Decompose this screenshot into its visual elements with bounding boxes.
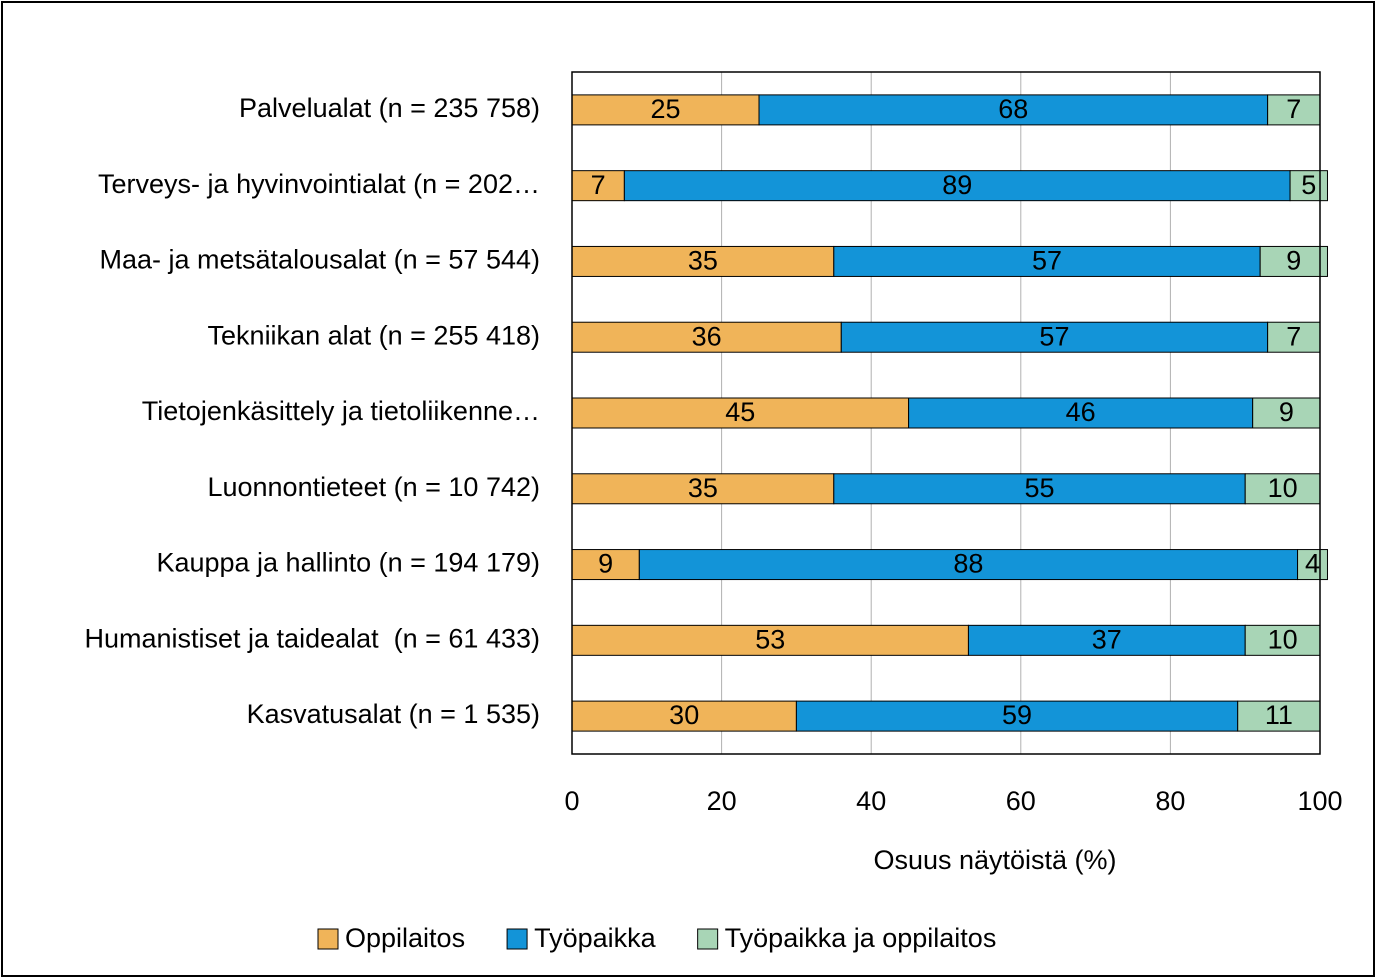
x-tick-label: 100 bbox=[1297, 786, 1342, 816]
bar-segment bbox=[1267, 94, 1321, 126]
bar-segment bbox=[571, 624, 969, 656]
bar-segment bbox=[571, 321, 842, 353]
y-tick-label: Terveys- ja hyvinvointialat (n = 202… bbox=[98, 169, 540, 199]
y-tick-label: Kasvatusalat (n = 1 535) bbox=[247, 699, 540, 729]
data-label: 55 bbox=[1024, 473, 1054, 503]
legend-label: Oppilaitos bbox=[345, 923, 465, 953]
data-label: 59 bbox=[1002, 700, 1032, 730]
bar-segment bbox=[758, 94, 1269, 126]
legend-label: Työpaikka bbox=[534, 923, 657, 953]
x-tick-label: 60 bbox=[1006, 786, 1036, 816]
bar-segment bbox=[833, 473, 1246, 505]
bar-segment bbox=[967, 624, 1246, 656]
bar-segment bbox=[1289, 170, 1328, 202]
data-label: 68 bbox=[998, 94, 1028, 124]
data-label: 53 bbox=[755, 624, 785, 654]
x-tick-label: 80 bbox=[1155, 786, 1185, 816]
y-tick-label: Tietojenkäsittely ja tietoliikenne… bbox=[142, 396, 540, 426]
data-label: 11 bbox=[1265, 700, 1293, 730]
bar-segment bbox=[571, 245, 835, 277]
y-tick-label: Kauppa ja hallinto (n = 194 179) bbox=[156, 548, 540, 578]
data-label: 25 bbox=[650, 94, 680, 124]
bar-segment bbox=[1267, 321, 1321, 353]
bar-segment bbox=[795, 700, 1239, 732]
data-label: 57 bbox=[1032, 246, 1062, 276]
data-label: 89 bbox=[942, 170, 972, 200]
data-label: 9 bbox=[598, 549, 613, 579]
data-label: 88 bbox=[953, 549, 983, 579]
legend-swatch bbox=[506, 928, 528, 950]
data-label: 35 bbox=[688, 473, 718, 503]
data-label: 5 bbox=[1301, 170, 1316, 200]
x-tick-label: 0 bbox=[564, 786, 579, 816]
bar-segment bbox=[1237, 700, 1321, 732]
y-tick-label: Tekniikan alat (n = 255 418) bbox=[208, 320, 540, 350]
bar-segment bbox=[1252, 397, 1321, 429]
data-label: 9 bbox=[1279, 397, 1294, 427]
x-tick-label: 40 bbox=[856, 786, 886, 816]
data-label: 7 bbox=[1286, 321, 1301, 351]
x-tick-label: 20 bbox=[707, 786, 737, 816]
y-tick-label: Luonnontieteet (n = 10 742) bbox=[207, 472, 540, 502]
data-label: 35 bbox=[688, 246, 718, 276]
data-label: 30 bbox=[669, 700, 699, 730]
legend-swatch bbox=[317, 928, 339, 950]
y-tick-label: Maa- ja metsätalousalat (n = 57 544) bbox=[100, 245, 541, 275]
bar-segment bbox=[623, 170, 1291, 202]
bar-segment bbox=[1259, 245, 1328, 277]
data-label: 57 bbox=[1039, 321, 1069, 351]
data-label: 7 bbox=[1286, 94, 1301, 124]
bar-segment bbox=[1244, 473, 1321, 505]
data-label: 4 bbox=[1305, 549, 1320, 579]
bar-segment bbox=[833, 245, 1261, 277]
plot-border bbox=[571, 71, 1321, 755]
bar-segment bbox=[1297, 549, 1328, 581]
data-label: 10 bbox=[1268, 624, 1298, 654]
data-label: 36 bbox=[692, 321, 722, 351]
data-label: 46 bbox=[1066, 397, 1096, 427]
data-label: 45 bbox=[725, 397, 755, 427]
bar-segment bbox=[571, 170, 625, 202]
data-label: 10 bbox=[1268, 473, 1298, 503]
x-axis-title: Osuus näytöistä (%) bbox=[873, 845, 1116, 875]
bar-segment bbox=[638, 549, 1299, 581]
bar-segment bbox=[571, 473, 835, 505]
y-tick-label: Palvelualat (n = 235 758) bbox=[239, 93, 540, 123]
data-label: 37 bbox=[1092, 624, 1122, 654]
bar-segment bbox=[1244, 624, 1321, 656]
data-label: 9 bbox=[1286, 246, 1301, 276]
y-tick-label: Humanistiset ja taidealat (n = 61 433) bbox=[84, 623, 540, 653]
data-label: 7 bbox=[591, 170, 606, 200]
legend-label: Työpaikka ja oppilaitos bbox=[725, 923, 997, 953]
bar-segment bbox=[571, 700, 797, 732]
legend-swatch bbox=[697, 928, 719, 950]
bar-segment bbox=[908, 397, 1254, 429]
